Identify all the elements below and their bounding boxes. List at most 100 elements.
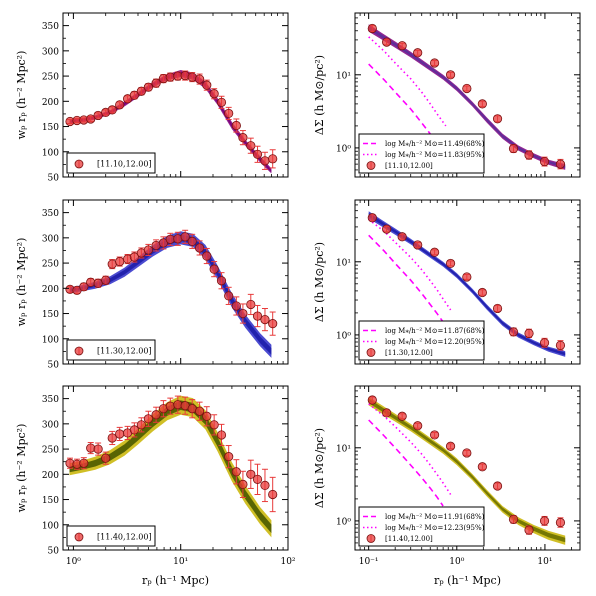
y-tick-label: 250 xyxy=(42,446,59,456)
data-point xyxy=(165,234,175,244)
y-tick-label: 150 xyxy=(42,123,59,133)
data-point xyxy=(107,433,117,443)
data-point xyxy=(224,452,234,462)
model-band-inner xyxy=(69,400,272,534)
y-tick-label: 300 xyxy=(42,47,59,57)
y-tick-label: 250 xyxy=(42,73,59,83)
data-point xyxy=(129,90,139,100)
data-point xyxy=(397,232,407,242)
y-tick-label: 50 xyxy=(48,361,60,371)
plot-area xyxy=(367,211,566,357)
data-point xyxy=(216,430,227,440)
data-point xyxy=(252,311,263,321)
data-point xyxy=(180,232,190,242)
legend-label: log M⁎/h⁻² M⊙=11.91(68%) xyxy=(385,513,485,521)
model-line-1 xyxy=(368,234,444,323)
x-axis-label: rₚ (h⁻¹ Mpc) xyxy=(434,574,501,587)
panel-ds-1: 10⁰ 10¹ ΔΣ (h M⊙/pc²) log M⁎/h⁻² M⊙=11.49(6… xyxy=(313,12,581,178)
data-point xyxy=(268,154,278,164)
model-line-2 xyxy=(368,403,452,495)
legend: log M⁎/h⁻² M⊙=11.91(68%) log M⁎/h⁻² M⊙=12… xyxy=(358,506,485,547)
model-line-2 xyxy=(368,36,447,127)
data-point xyxy=(216,276,227,286)
data-point xyxy=(382,408,392,418)
data-point xyxy=(367,213,377,223)
x-tick-label: 10⁰ xyxy=(66,557,81,567)
data-point xyxy=(268,319,278,329)
data-point xyxy=(367,395,377,405)
y-tick-label: 150 xyxy=(42,496,59,506)
data-point xyxy=(216,97,227,107)
y-tick-label: 100 xyxy=(42,521,59,531)
legend-label: [11.10,12.00] xyxy=(385,162,433,170)
legend-marker xyxy=(366,161,376,170)
data-point xyxy=(129,252,139,262)
data-point xyxy=(231,467,241,477)
legend-label: log M⁎/h⁻² M⊙=12.20(95%) xyxy=(385,338,485,346)
y-tick-label: 10¹ xyxy=(336,71,351,81)
data-point xyxy=(115,429,125,439)
data-point xyxy=(79,458,89,468)
panel-wp-1: 50 100 150 200 250 300 350 wₚ rₚ (h⁻² Mpc²) [11.… xyxy=(15,12,289,184)
y-tick-label: 50 xyxy=(48,174,60,184)
y-axis-label: ΔΣ (h M⊙/pc²) xyxy=(313,428,326,508)
y-axis-label: ΔΣ (h M⊙/pc²) xyxy=(313,242,326,322)
data-point xyxy=(539,516,550,526)
legend-box xyxy=(66,339,156,361)
legend-label: log M⁎/h⁻² M⊙=11.87(68%) xyxy=(385,327,485,335)
y-tick-label: 200 xyxy=(42,98,59,108)
data-point xyxy=(252,149,263,159)
data-point xyxy=(252,474,263,484)
axes-frame xyxy=(354,199,581,365)
data-point xyxy=(260,156,270,166)
data-point xyxy=(477,99,487,109)
legend-label: log M⁎/h⁻² M⊙=11.83(95%) xyxy=(385,151,485,159)
data-point xyxy=(429,58,440,68)
y-tick-label: 300 xyxy=(42,420,59,430)
data-point xyxy=(413,240,423,250)
legend-label: log M⁎/h⁻² M⊙=11.49(68%) xyxy=(385,140,485,148)
model-band xyxy=(69,231,272,358)
data-point xyxy=(101,453,111,463)
data-point xyxy=(492,114,503,124)
data-point xyxy=(445,258,456,269)
data-point xyxy=(524,328,534,338)
plot-area xyxy=(65,395,278,538)
model-band xyxy=(69,395,272,538)
y-tick-label: 150 xyxy=(42,310,59,320)
x-tick-label: 10⁻¹ xyxy=(359,557,379,567)
panel-wp-2: 50 100 150 200 250 300 350 wₚ rₚ (h⁻² Mpc²) [11.… xyxy=(15,199,289,371)
data-point xyxy=(143,414,153,424)
data-point xyxy=(397,411,407,421)
legend-box xyxy=(358,506,485,547)
data-point xyxy=(429,430,440,440)
data-point xyxy=(101,275,111,285)
data-point xyxy=(367,23,377,34)
data-point xyxy=(268,489,278,500)
data-point xyxy=(238,479,248,489)
data-point xyxy=(246,469,256,479)
legend-label: [11.40,12.00] xyxy=(385,535,433,543)
y-tick-label: 250 xyxy=(42,260,59,270)
data-point xyxy=(187,236,197,246)
data-point xyxy=(202,411,212,421)
plot-area xyxy=(65,70,278,174)
data-point xyxy=(136,420,146,430)
data-point xyxy=(231,120,241,131)
y-tick-label: 50 xyxy=(48,547,60,557)
panel-ds-2: 10⁰ 10¹ ΔΣ (h M⊙/pc²) log M⁎/h⁻² M⊙=11.87(6… xyxy=(313,199,581,365)
data-point xyxy=(209,264,219,274)
legend-marker xyxy=(74,159,84,169)
y-tick-label: 350 xyxy=(42,395,59,405)
legend-label: [11.30,12.00] xyxy=(97,347,152,356)
legend: log M⁎/h⁻² M⊙=11.49(68%) log M⁎/h⁻² M⊙=11… xyxy=(358,133,485,174)
data-point xyxy=(246,141,256,151)
model-line-1 xyxy=(368,419,444,507)
data-point xyxy=(382,37,392,47)
x-axis-label: rₚ (h⁻¹ Mpc) xyxy=(142,574,209,587)
data-point xyxy=(524,525,534,535)
data-point xyxy=(115,256,125,267)
legend-marker xyxy=(366,534,376,543)
legend-label: [11.30,12.00] xyxy=(385,349,433,357)
x-tick-label: 10⁰ xyxy=(449,557,464,567)
